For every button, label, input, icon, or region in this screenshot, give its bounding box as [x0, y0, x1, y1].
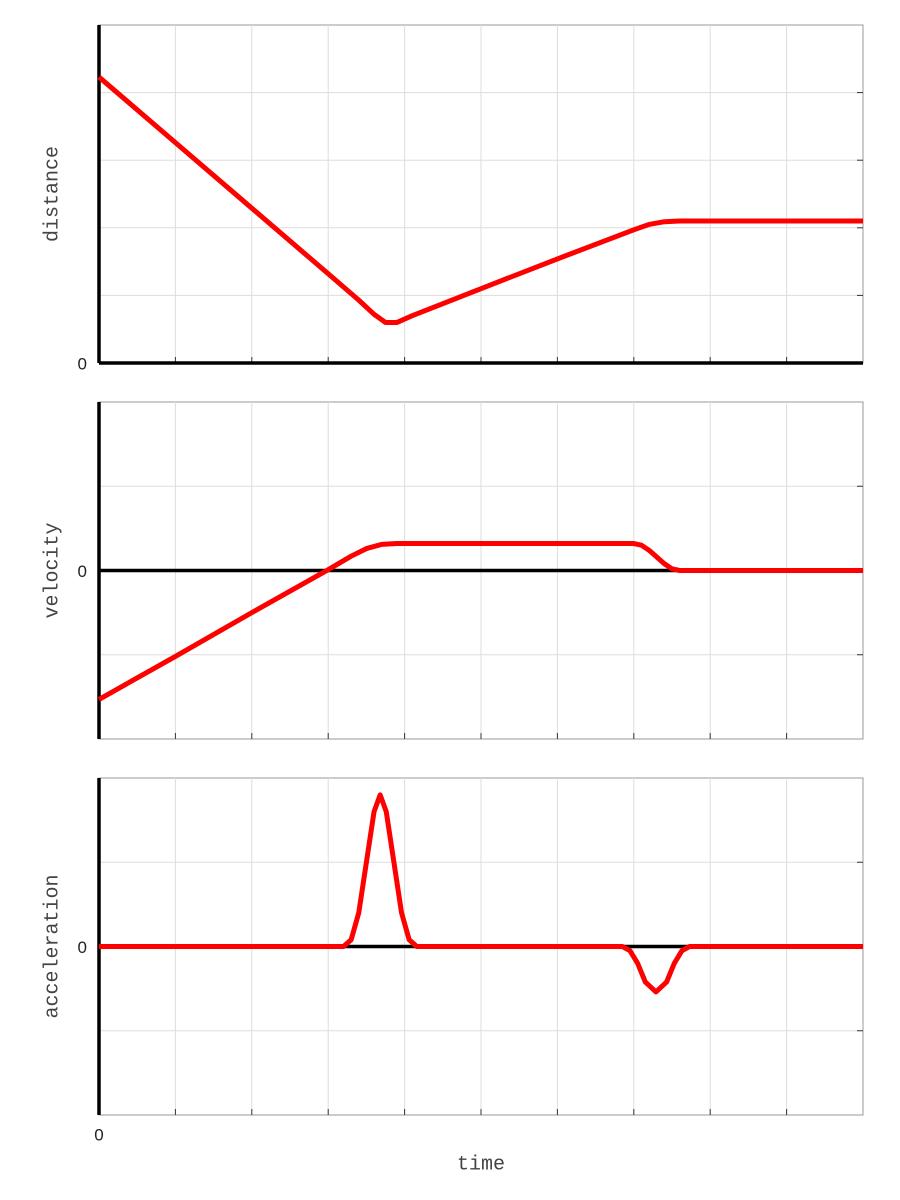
- data-line: [99, 792, 863, 995]
- x-tick-label: 0: [94, 1125, 103, 1144]
- y-axis-label: acceleration: [41, 874, 64, 1018]
- y-tick-label: 0: [78, 354, 87, 373]
- y-axis-label: distance: [41, 146, 64, 242]
- data-line: [97, 541, 863, 702]
- y-axis-label: velocity: [41, 522, 64, 618]
- y-tick-label: 0: [78, 562, 87, 581]
- x-axis-label: time: [457, 1153, 505, 1176]
- data-line: [97, 75, 863, 325]
- y-tick-label: 0: [78, 938, 87, 957]
